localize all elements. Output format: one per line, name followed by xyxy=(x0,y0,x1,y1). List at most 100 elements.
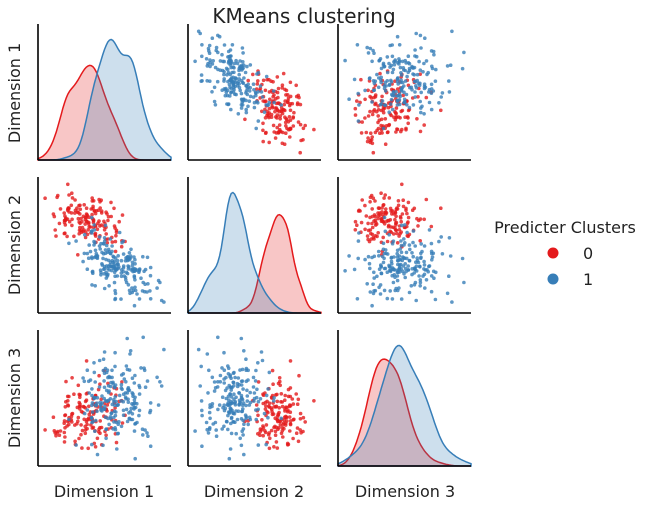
scatter-point-cluster-0 xyxy=(268,436,272,441)
scatter-point-cluster-1 xyxy=(112,270,117,275)
scatter-point-cluster-1 xyxy=(240,103,245,107)
scatter-point-cluster-0 xyxy=(280,400,285,404)
scatter-point-cluster-0 xyxy=(394,214,398,219)
scatter-point-cluster-0 xyxy=(281,71,286,76)
scatter-point-cluster-0 xyxy=(288,126,293,131)
scatter-point-cluster-1 xyxy=(227,456,232,461)
scatter-point-cluster-1 xyxy=(107,284,111,288)
scatter-point-cluster-1 xyxy=(141,433,145,437)
scatter-point-cluster-1 xyxy=(399,297,404,301)
scatter-point-cluster-1 xyxy=(260,95,265,99)
scatter-point-cluster-1 xyxy=(411,254,416,259)
scatter-point-cluster-1 xyxy=(388,65,392,69)
scatter-point-cluster-1 xyxy=(410,251,414,255)
scatter-point-cluster-1 xyxy=(111,381,115,386)
scatter-point-cluster-1 xyxy=(90,393,94,398)
scatter-point-cluster-0 xyxy=(399,129,403,134)
scatter-point-cluster-1 xyxy=(395,99,400,103)
scatter-point-cluster-1 xyxy=(226,403,230,408)
scatter-point-cluster-0 xyxy=(286,96,291,100)
scatter-point-cluster-1 xyxy=(107,268,111,272)
scatter-point-cluster-1 xyxy=(109,411,113,416)
legend-marker-1 xyxy=(547,273,559,285)
scatter-point-cluster-1 xyxy=(223,388,228,393)
scatter-point-cluster-1 xyxy=(413,90,417,94)
scatter-point-cluster-1 xyxy=(394,90,398,94)
scatter-point-cluster-1 xyxy=(408,247,412,252)
scatter-point-cluster-1 xyxy=(418,284,423,288)
scatter-point-cluster-1 xyxy=(246,368,250,373)
scatter-point-cluster-0 xyxy=(254,403,259,407)
scatter-point-cluster-0 xyxy=(288,108,293,113)
scatter-point-cluster-0 xyxy=(91,199,96,203)
scatter-point-cluster-1 xyxy=(236,112,241,116)
scatter-point-cluster-1 xyxy=(233,400,238,404)
scatter-point-cluster-0 xyxy=(378,213,382,217)
scatter-point-cluster-0 xyxy=(373,94,378,99)
scatter-point-cluster-1 xyxy=(228,447,233,451)
scatter-point-cluster-0 xyxy=(376,206,381,210)
scatter-point-cluster-1 xyxy=(418,99,423,104)
scatter-point-cluster-1 xyxy=(418,265,422,269)
scatter-point-cluster-0 xyxy=(277,109,282,114)
scatter-point-cluster-0 xyxy=(312,127,316,132)
scatter-point-cluster-1 xyxy=(347,97,351,101)
scatter-point-cluster-1 xyxy=(255,72,259,76)
scatter-point-cluster-1 xyxy=(159,384,164,388)
scatter-point-cluster-0 xyxy=(284,405,288,410)
scatter-point-cluster-0 xyxy=(76,216,81,221)
scatter-point-cluster-0 xyxy=(104,232,108,236)
scatter-point-cluster-0 xyxy=(256,380,261,384)
scatter-point-cluster-0 xyxy=(296,120,301,124)
scatter-point-cluster-1 xyxy=(366,254,371,259)
scatter-point-cluster-0 xyxy=(298,122,303,127)
scatter-point-cluster-1 xyxy=(417,59,421,64)
scatter-point-cluster-1 xyxy=(127,251,132,255)
scatter-point-cluster-0 xyxy=(366,221,370,226)
scatter-point-cluster-1 xyxy=(236,409,241,414)
scatter-point-cluster-1 xyxy=(130,412,135,416)
scatter-point-cluster-0 xyxy=(106,218,110,223)
scatter-point-cluster-1 xyxy=(408,85,412,90)
scatter-point-cluster-0 xyxy=(369,131,373,135)
scatter-point-cluster-0 xyxy=(406,108,411,113)
scatter-point-cluster-1 xyxy=(81,376,85,380)
scatter-point-cluster-0 xyxy=(261,392,265,397)
scatter-point-cluster-0 xyxy=(97,373,101,378)
scatter-point-cluster-0 xyxy=(276,86,281,91)
scatter-point-cluster-1 xyxy=(226,364,230,368)
scatter-point-cluster-0 xyxy=(371,150,376,155)
scatter-point-cluster-1 xyxy=(411,72,415,76)
scatter-point-cluster-1 xyxy=(253,379,258,383)
scatter-point-cluster-0 xyxy=(373,199,377,203)
scatter-point-cluster-1 xyxy=(137,383,141,388)
scatter-point-cluster-1 xyxy=(244,403,248,408)
scatter-point-cluster-1 xyxy=(126,283,131,287)
scatter-point-cluster-0 xyxy=(406,200,411,205)
scatter-point-cluster-0 xyxy=(395,87,400,91)
panel-grid xyxy=(37,24,472,467)
scatter-point-cluster-0 xyxy=(70,191,74,195)
scatter-point-cluster-0 xyxy=(283,398,287,403)
scatter-point-cluster-1 xyxy=(460,66,465,71)
scatter-point-cluster-1 xyxy=(111,260,115,265)
scatter-point-cluster-1 xyxy=(238,401,242,405)
scatter-point-cluster-1 xyxy=(228,374,232,379)
scatter-point-cluster-1 xyxy=(113,288,117,293)
scatter-point-cluster-1 xyxy=(378,292,383,296)
scatter-point-cluster-1 xyxy=(148,401,153,405)
scatter-point-cluster-0 xyxy=(364,130,369,135)
scatter-point-cluster-1 xyxy=(414,31,419,36)
scatter-point-cluster-1 xyxy=(371,79,376,83)
scatter-point-cluster-0 xyxy=(280,404,285,409)
scatter-point-cluster-1 xyxy=(390,43,395,47)
scatter-point-cluster-1 xyxy=(133,285,137,290)
scatter-point-cluster-1 xyxy=(126,254,130,259)
scatter-point-cluster-1 xyxy=(119,258,124,263)
scatter-point-cluster-1 xyxy=(122,274,127,278)
scatter-point-cluster-1 xyxy=(258,397,263,401)
scatter-point-cluster-0 xyxy=(376,216,381,221)
scatter-point-cluster-1 xyxy=(90,387,94,391)
panel-dim1-vs-dim3 xyxy=(337,24,471,161)
scatter-point-cluster-1 xyxy=(146,282,150,286)
